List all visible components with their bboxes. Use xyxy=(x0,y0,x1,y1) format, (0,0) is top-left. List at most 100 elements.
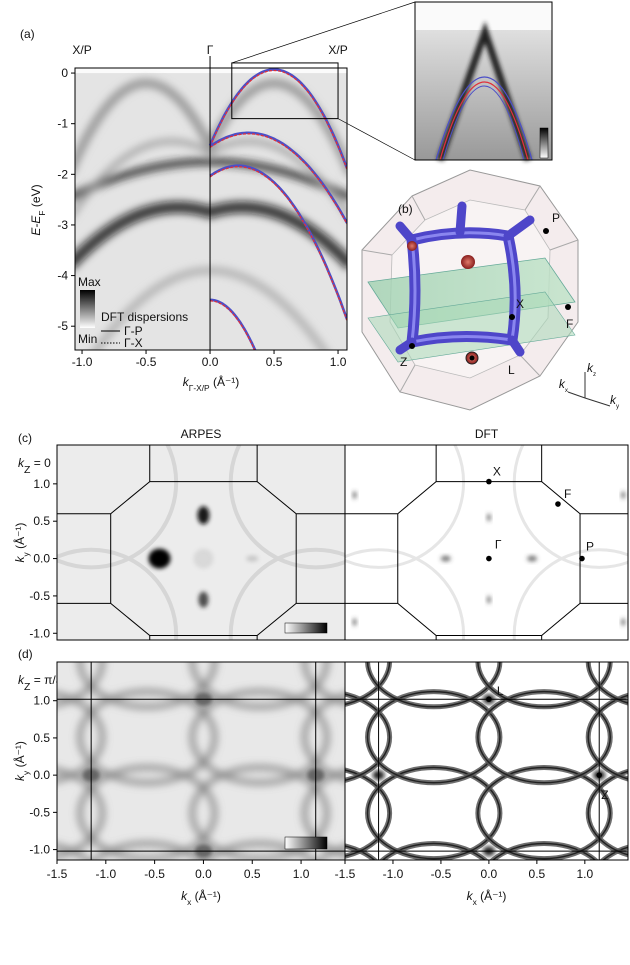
frame xyxy=(74,67,348,351)
dft-gamma-p xyxy=(210,300,256,350)
point xyxy=(579,555,585,562)
inset-dft-gamma-p xyxy=(439,81,529,161)
label-main: k xyxy=(18,673,25,687)
colorbar xyxy=(284,836,328,850)
axis-label: kx (Å⁻¹) xyxy=(181,888,221,907)
bz-edge xyxy=(361,249,393,256)
y-tick-label: 1.0 xyxy=(33,477,50,491)
y-tick-label: -0.5 xyxy=(29,805,50,819)
axis-arrow xyxy=(584,397,611,407)
x-tick-label: 0.5 xyxy=(529,867,546,881)
faint-ring xyxy=(512,548,628,640)
image-bg xyxy=(345,445,628,640)
label-sub: Z xyxy=(24,464,31,476)
x-tick-label: -1.0 xyxy=(95,867,116,881)
inset-colorbar xyxy=(539,127,549,159)
point xyxy=(486,555,492,562)
intensity-spot xyxy=(148,548,171,569)
intensity-spot xyxy=(486,595,491,604)
fs-ring-core xyxy=(491,842,597,860)
label-sub: x xyxy=(565,387,569,394)
legend-title: DFT dispersions xyxy=(101,310,188,324)
fs-ring xyxy=(76,688,218,786)
colorbar xyxy=(284,622,328,634)
above-fermi xyxy=(75,68,347,74)
intensity-spot xyxy=(246,555,259,562)
point xyxy=(486,478,492,485)
point-label: Γ xyxy=(495,538,502,552)
bz-edge xyxy=(411,195,426,221)
legend-entry: Γ-P xyxy=(124,324,143,338)
x-tick-label: 1.0 xyxy=(330,355,347,369)
y-tick-label: -1 xyxy=(57,117,68,131)
fs-ring-core xyxy=(366,690,501,784)
label-main: E-E xyxy=(29,215,43,236)
bz-boundary xyxy=(541,603,581,636)
point-label: X xyxy=(493,465,501,479)
y-tick-label: 0.0 xyxy=(33,768,50,782)
y-tick-label: 1.0 xyxy=(33,694,50,708)
fs-ring xyxy=(57,691,106,784)
zoom-connector xyxy=(231,1,416,64)
fs-ring xyxy=(189,688,330,786)
colorbar xyxy=(80,290,95,328)
point-label: L xyxy=(508,363,515,377)
label-unit: (Å⁻¹) xyxy=(477,888,507,903)
label-unit: (Å⁻¹) xyxy=(210,374,240,389)
label-sub: z xyxy=(593,371,596,378)
intensity-spot xyxy=(193,548,214,569)
panel-label: (b) xyxy=(398,202,413,216)
point xyxy=(486,696,492,703)
intensity-spot xyxy=(352,618,357,627)
pocket xyxy=(461,255,475,269)
x-tick-label: -0.5 xyxy=(136,355,157,369)
label-main: k xyxy=(181,889,188,903)
label-sub: Z xyxy=(24,681,31,693)
x-tick-label: -0.5 xyxy=(144,867,165,881)
fs-ring xyxy=(301,768,345,858)
point-label: Z xyxy=(400,355,407,369)
bz-boundary xyxy=(397,481,437,515)
rings xyxy=(345,662,628,860)
zoom-connector xyxy=(337,118,416,161)
bz-edge xyxy=(549,239,579,251)
bz-boundary xyxy=(256,481,297,515)
y-tick-label: -0.5 xyxy=(29,589,50,603)
intensity-spot xyxy=(352,491,357,500)
y-tick-label: 0.0 xyxy=(33,552,50,566)
axis-label: kx (Å⁻¹) xyxy=(467,888,507,907)
label-sub: x xyxy=(473,897,478,907)
faint-ring xyxy=(228,547,345,640)
label-unit: = π/a xyxy=(30,673,62,687)
fermi-surface-neck xyxy=(395,201,535,357)
x-tick-label: 0.0 xyxy=(202,355,219,369)
point-label: X xyxy=(516,297,524,311)
x-tick-label: -1.0 xyxy=(383,867,404,881)
label-main: k xyxy=(587,361,594,375)
fs-ring xyxy=(189,764,330,860)
dft-gamma-p xyxy=(209,133,347,225)
intensity-spot xyxy=(440,555,451,562)
fs-ring-core xyxy=(381,842,486,860)
bz-boundary xyxy=(256,603,297,636)
y-tick-label: -2 xyxy=(57,167,68,181)
x-tick-label: 1.0 xyxy=(576,867,593,881)
fs-ring xyxy=(189,662,330,710)
fs-ring-core xyxy=(366,662,501,708)
label-sub: Γ-X/P xyxy=(189,383,210,393)
inset-above-fermi xyxy=(415,2,552,30)
y-tick-label: 0.5 xyxy=(33,514,50,528)
fs-ring-core xyxy=(345,693,391,782)
fs-ring xyxy=(301,692,345,783)
high-symmetry-label: X/P xyxy=(72,43,91,57)
fs-ring xyxy=(76,764,218,860)
panel-label: (c) xyxy=(18,431,32,445)
label-sub: x xyxy=(187,897,192,907)
legend-entry: Γ-X xyxy=(124,336,143,350)
panel-label: (d) xyxy=(18,647,33,661)
fs-ring-core xyxy=(345,769,391,857)
x-tick-label: -0.5 xyxy=(431,867,452,881)
point xyxy=(596,772,603,778)
fs-ring-core xyxy=(477,662,611,708)
